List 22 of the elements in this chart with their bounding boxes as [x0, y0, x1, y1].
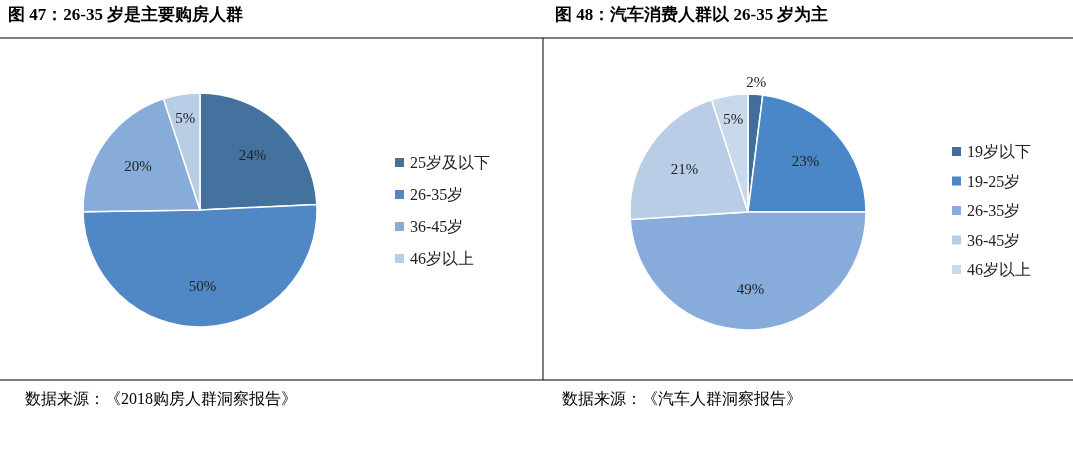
legend-label: 36-45岁: [410, 218, 464, 235]
chart-title: 图 48：汽车消费人群以 26-35 岁为主: [555, 5, 829, 24]
data-label: 50%: [188, 278, 217, 295]
source-note: 数据来源：《汽车人群洞察报告》: [562, 390, 802, 407]
legend-label: 46岁以上: [410, 250, 474, 267]
data-label: 5%: [723, 110, 744, 127]
data-label: 2%: [746, 74, 767, 91]
legend-label: 19岁以下: [967, 143, 1031, 160]
chart-title: 图 47：26-35 岁是主要购房人群: [8, 5, 244, 24]
data-label: 24%: [238, 146, 267, 163]
legend-label: 46岁以上: [967, 261, 1031, 278]
source-note: 数据来源：《2018购房人群洞察报告》: [25, 390, 297, 407]
legend-label: 25岁及以下: [410, 154, 490, 171]
legend-label: 19-25岁: [967, 172, 1021, 190]
legend-label: 36-45岁: [967, 231, 1021, 249]
data-label: 5%: [175, 109, 196, 126]
data-label: 21%: [670, 160, 699, 177]
data-label: 20%: [124, 157, 152, 174]
data-label: 23%: [791, 153, 820, 170]
legend-label: 26-35岁: [967, 202, 1021, 219]
legend-label: 26-35岁: [410, 186, 464, 203]
data-label: 49%: [736, 280, 765, 297]
